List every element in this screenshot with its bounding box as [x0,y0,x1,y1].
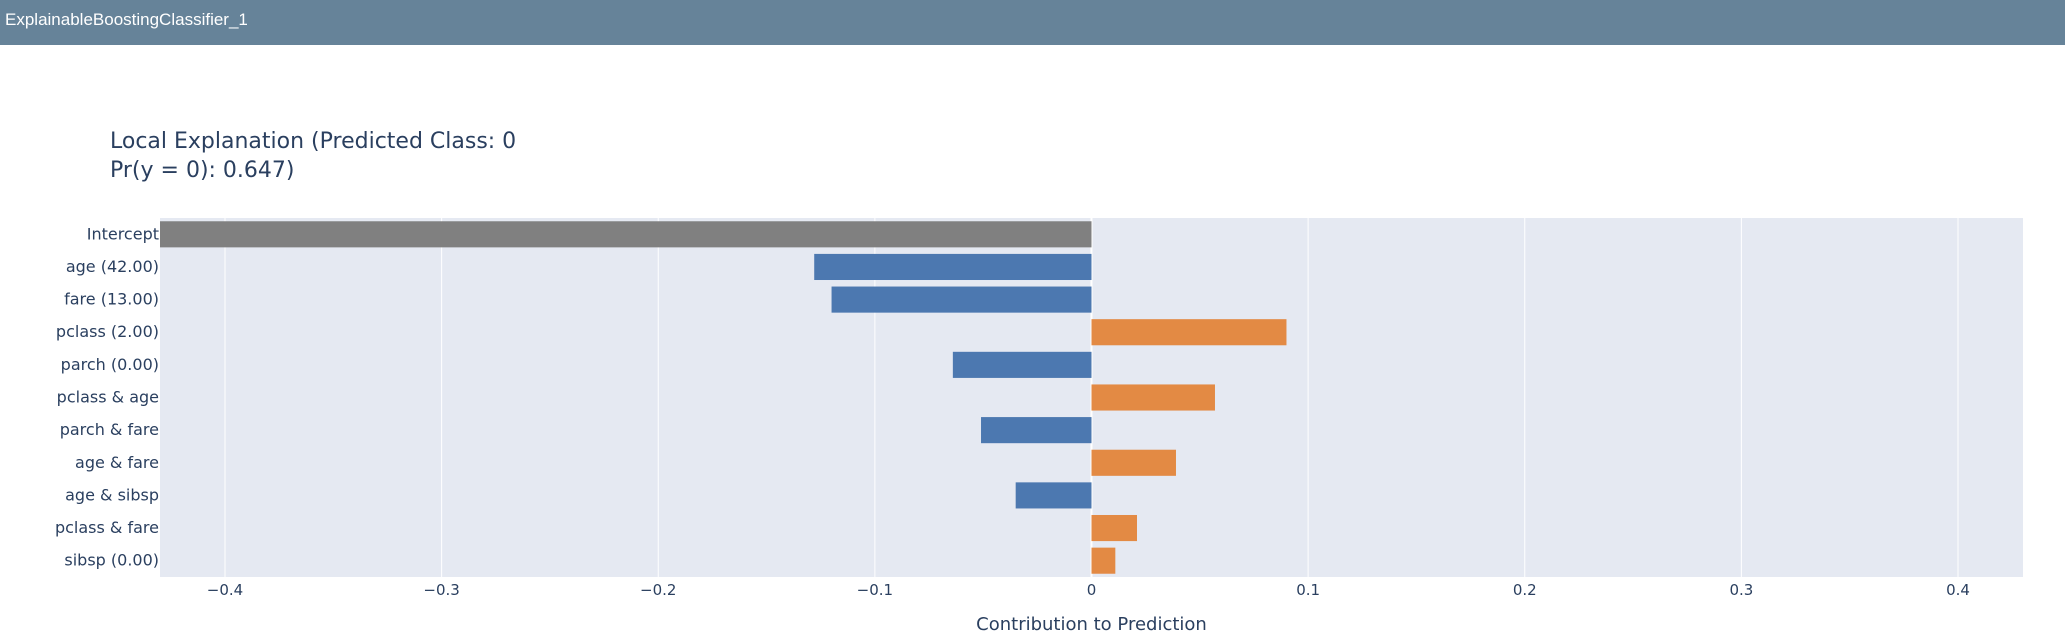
bars [160,221,1287,574]
chart-title: Local Explanation (Predicted Class: 0 Pr… [110,127,516,185]
bar [981,417,1092,444]
y-category-label: parch (0.00) [61,355,159,374]
app-header: ExplainableBoostingClassifier_1 [0,0,2065,45]
x-tick-label: −0.3 [423,581,459,599]
window-title: ExplainableBoostingClassifier_1 [5,10,248,29]
bar [1091,449,1176,476]
x-tick-label: 0.2 [1513,581,1537,599]
x-tick-label: −0.1 [857,581,893,599]
bar [1091,319,1287,346]
chart-title-line-1: Local Explanation (Predicted Class: 0 [110,129,517,154]
bar [814,253,1092,281]
y-category-label: age & fare [75,453,159,472]
x-tick-label: 0.4 [1946,581,1970,599]
bar [952,351,1092,378]
chart-title-line-2: Pr(y = 0): 0.647) [110,158,295,183]
y-category-label: fare (13.00) [64,290,159,309]
x-axis-title: Contribution to Prediction [976,614,1207,635]
bar [1091,384,1215,411]
bar [160,221,1092,248]
x-tick-label: 0.1 [1296,581,1320,599]
bar [1015,482,1092,509]
y-category-label: pclass & fare [55,518,159,537]
y-category-label: age & sibsp [65,485,159,504]
x-tick-label: −0.2 [640,581,676,599]
y-axis-labels: Intercept age (42.00) fare (13.00) pclass (… [55,224,159,569]
x-tick-label: −0.4 [207,581,243,599]
bar [831,286,1092,313]
x-axis-tick-labels: −0.4 −0.3 −0.2 −0.1 0 0.1 0.2 0.3 0.4 [207,581,1970,599]
x-tick-label: 0.3 [1729,581,1753,599]
x-tick-label: 0 [1087,581,1097,599]
y-category-label: parch & fare [60,420,159,439]
bar [1091,514,1137,542]
y-category-label: Intercept [87,224,159,243]
y-category-label: sibsp (0.00) [64,551,159,570]
bar [1091,547,1116,574]
y-category-label: pclass (2.00) [56,322,159,341]
y-category-label: age (42.00) [66,257,159,276]
y-category-label: pclass & age [57,388,159,407]
